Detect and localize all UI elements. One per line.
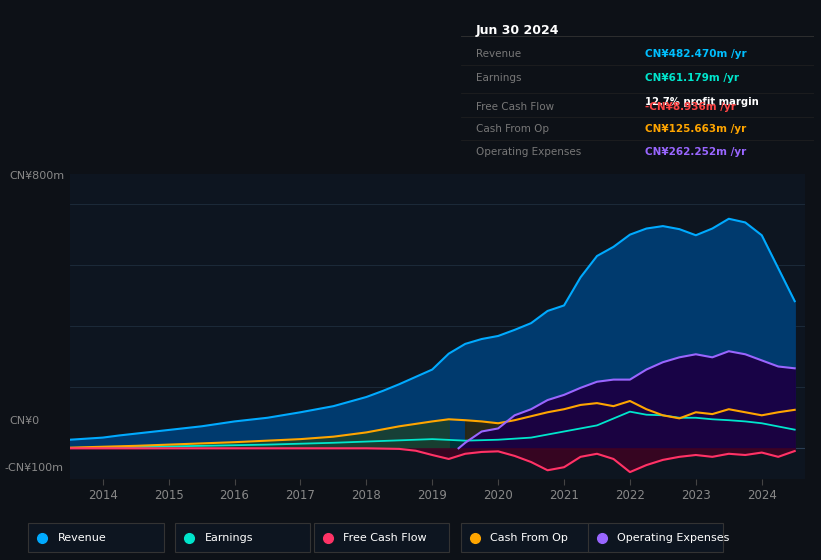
FancyBboxPatch shape <box>461 522 596 553</box>
Text: CN¥262.252m /yr: CN¥262.252m /yr <box>645 147 746 157</box>
Text: CN¥125.663m /yr: CN¥125.663m /yr <box>645 124 746 134</box>
Text: Jun 30 2024: Jun 30 2024 <box>475 24 559 37</box>
Text: CN¥61.179m /yr: CN¥61.179m /yr <box>645 73 739 83</box>
Text: Earnings: Earnings <box>204 533 253 543</box>
FancyBboxPatch shape <box>29 522 163 553</box>
Text: Revenue: Revenue <box>57 533 107 543</box>
Text: Revenue: Revenue <box>475 49 521 59</box>
Text: CN¥800m: CN¥800m <box>10 171 65 181</box>
FancyBboxPatch shape <box>175 522 310 553</box>
Text: Earnings: Earnings <box>475 73 521 83</box>
Text: Operating Expenses: Operating Expenses <box>617 533 730 543</box>
Text: CN¥482.470m /yr: CN¥482.470m /yr <box>645 49 746 59</box>
Text: -CN¥8.936m /yr: -CN¥8.936m /yr <box>645 102 736 112</box>
Text: Free Cash Flow: Free Cash Flow <box>343 533 427 543</box>
Text: Operating Expenses: Operating Expenses <box>475 147 580 157</box>
Text: CN¥0: CN¥0 <box>10 416 40 426</box>
FancyBboxPatch shape <box>314 522 449 553</box>
Text: Free Cash Flow: Free Cash Flow <box>475 102 553 112</box>
Text: Cash From Op: Cash From Op <box>490 533 568 543</box>
Text: -CN¥100m: -CN¥100m <box>4 463 63 473</box>
Text: 12.7% profit margin: 12.7% profit margin <box>645 97 759 108</box>
Text: Cash From Op: Cash From Op <box>475 124 548 134</box>
FancyBboxPatch shape <box>588 522 723 553</box>
